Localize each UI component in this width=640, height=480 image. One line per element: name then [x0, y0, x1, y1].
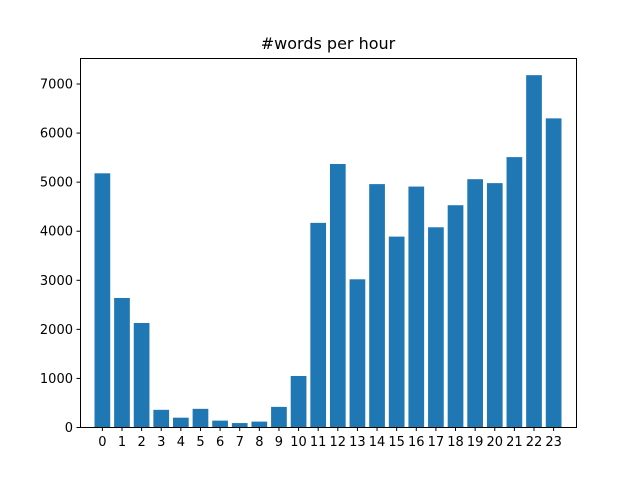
- x-tick-label: 14: [369, 435, 386, 450]
- x-tick-label: 15: [388, 435, 405, 450]
- y-tick-label: 7000: [40, 78, 73, 93]
- y-tick-label: 2000: [40, 323, 73, 338]
- plot-area-frame: [80, 58, 577, 428]
- bar-hour-0: [94, 173, 111, 427]
- x-tick-label: 5: [196, 435, 204, 450]
- x-tick-label: 6: [216, 435, 224, 450]
- bar-hour-11: [310, 222, 327, 427]
- x-axis: 0 1 2 3 4 5 6 7 8 9 10 11 12 13 14 15 16 17 18 19 20 21 22 23: [98, 427, 562, 450]
- bar-hour-5: [192, 408, 209, 427]
- y-tick-label: 6000: [40, 127, 73, 142]
- x-tick-label: 1: [118, 435, 126, 450]
- x-tick-label: 11: [310, 435, 327, 450]
- x-tick-label: 7: [236, 435, 244, 450]
- bar-hour-18: [447, 205, 464, 427]
- x-tick-label: 12: [330, 435, 347, 450]
- bar-hour-16: [408, 186, 425, 427]
- y-axis: 0 1000 2000 3000 4000 5000 6000 7000: [40, 78, 80, 436]
- x-tick-label: 23: [545, 435, 562, 450]
- x-tick-label: 3: [157, 435, 165, 450]
- bar-hour-21: [506, 157, 523, 427]
- x-tick-label: 21: [506, 435, 523, 450]
- bar-hour-15: [388, 236, 405, 427]
- bar-hour-4: [173, 417, 189, 427]
- x-tick-label: 8: [255, 435, 263, 450]
- y-tick-label: 5000: [40, 176, 73, 191]
- x-tick-label: 13: [349, 435, 366, 450]
- bar-hour-6: [212, 420, 228, 427]
- bar-hour-19: [467, 179, 483, 427]
- x-tick-label: 9: [275, 435, 283, 450]
- x-tick-label: 22: [526, 435, 543, 450]
- y-tick-label: 0: [65, 421, 73, 436]
- bar-hour-10: [290, 375, 307, 427]
- bar-hour-22: [526, 75, 542, 428]
- x-tick-label: 2: [137, 435, 145, 450]
- x-tick-label: 20: [486, 435, 503, 450]
- x-tick-label: 16: [408, 435, 425, 450]
- y-tick-label: 1000: [40, 372, 73, 387]
- bar-hour-17: [428, 227, 444, 427]
- bar-hour-9: [271, 406, 287, 427]
- x-tick-label: 4: [177, 435, 185, 450]
- bars-group: [94, 75, 562, 428]
- bar-hour-1: [114, 297, 130, 427]
- bar-hour-7: [231, 423, 248, 427]
- bar-hour-3: [153, 409, 170, 427]
- x-tick-label: 10: [290, 435, 307, 450]
- bar-hour-23: [545, 118, 562, 428]
- bar-hour-2: [133, 322, 150, 427]
- x-tick-label: 0: [98, 435, 106, 450]
- bar-hour-12: [329, 163, 346, 428]
- x-tick-label: 19: [467, 435, 484, 450]
- x-tick-label: 17: [428, 435, 445, 450]
- y-tick-label: 4000: [40, 225, 73, 240]
- x-tick-label: 18: [447, 435, 464, 450]
- bar-hour-14: [369, 184, 385, 427]
- y-tick-label: 3000: [40, 274, 73, 289]
- bar-hour-13: [349, 279, 366, 427]
- bar-hour-20: [486, 183, 503, 427]
- chart-title: #words per hour: [261, 34, 396, 53]
- bar-hour-8: [251, 421, 268, 427]
